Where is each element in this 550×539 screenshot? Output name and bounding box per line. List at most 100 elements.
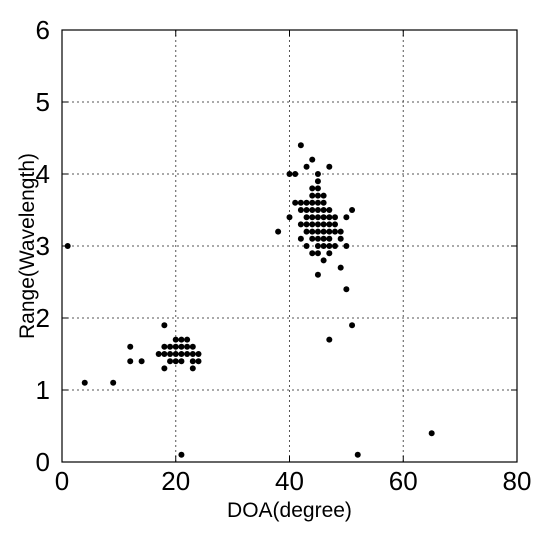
data-point: [320, 243, 327, 249]
data-point: [127, 358, 134, 365]
data-point: [161, 322, 168, 329]
data-point: [303, 221, 310, 228]
tick-labels: 0 20 40 60 80 0 1 2 3 4 5 6: [36, 15, 532, 496]
data-point: [314, 243, 321, 249]
data-point: [326, 336, 333, 343]
data-point: [178, 336, 185, 343]
data-point: [320, 257, 327, 264]
data-point: [326, 207, 333, 213]
data-point: [314, 207, 321, 213]
data-point: [172, 358, 179, 365]
data-point: [275, 228, 282, 235]
data-point: [195, 351, 202, 357]
data-point: [337, 264, 344, 271]
data-point: [161, 365, 168, 372]
data-point: [332, 214, 338, 221]
data-point: [309, 199, 316, 206]
data-point: [326, 163, 333, 170]
data-point: [195, 358, 202, 365]
data-point: [167, 358, 174, 365]
data-point: [297, 207, 304, 213]
y-tick-label: 1: [36, 375, 50, 405]
data-point: [314, 221, 321, 228]
data-point: [297, 199, 304, 206]
data-point: [161, 343, 168, 350]
data-point: [332, 221, 338, 228]
x-tick-label: 20: [161, 466, 190, 496]
data-point: [303, 163, 310, 170]
data-point: [184, 336, 191, 343]
data-point: [309, 250, 316, 257]
x-tick-label: 60: [389, 466, 418, 496]
y-tick-label: 6: [36, 15, 50, 45]
data-point: [320, 192, 327, 199]
data-point: [167, 351, 174, 357]
data-point: [184, 343, 191, 350]
data-point: [297, 221, 304, 228]
data-point: [309, 185, 316, 192]
data-point: [326, 243, 333, 249]
data-point: [172, 343, 179, 350]
data-point: [326, 214, 333, 221]
data-point: [320, 207, 327, 213]
data-point: [337, 235, 344, 242]
data-point: [292, 199, 299, 206]
data-point: [332, 228, 338, 235]
data-point: [297, 142, 304, 149]
data-point: [314, 178, 321, 185]
data-point: [189, 351, 196, 357]
x-axis-title: DOA(degree): [227, 499, 352, 522]
data-point: [337, 228, 344, 235]
y-tick-label: 0: [36, 447, 50, 477]
data-point: [172, 336, 179, 343]
data-point: [81, 379, 88, 386]
data-point: [303, 207, 310, 213]
data-point: [292, 171, 299, 177]
data-point: [314, 199, 321, 206]
data-point: [314, 250, 321, 257]
data-point: [314, 271, 321, 278]
data-point: [309, 192, 316, 199]
data-point: [309, 156, 316, 163]
data-point: [286, 214, 293, 221]
data-point: [326, 250, 333, 257]
y-tick-label: 4: [36, 159, 50, 189]
data-point: [343, 286, 350, 293]
data-point: [314, 192, 321, 199]
data-point: [314, 171, 321, 177]
data-point: [127, 343, 134, 350]
data-points: [64, 142, 435, 458]
data-point: [326, 235, 333, 242]
data-point: [320, 235, 327, 242]
data-point: [326, 221, 333, 228]
data-point: [320, 199, 327, 206]
data-point: [303, 243, 310, 249]
data-point: [309, 228, 316, 235]
data-point: [428, 430, 435, 437]
data-point: [326, 228, 333, 235]
data-point: [172, 351, 179, 357]
data-point: [155, 351, 162, 357]
x-tick-label: 0: [55, 466, 69, 496]
data-point: [354, 451, 361, 458]
data-point: [189, 358, 196, 365]
data-point: [343, 214, 350, 221]
data-point: [309, 214, 316, 221]
data-point: [178, 351, 185, 357]
data-point: [332, 243, 338, 249]
data-point: [309, 235, 316, 242]
data-point: [303, 228, 310, 235]
data-point: [309, 207, 316, 213]
data-point: [161, 351, 168, 357]
data-point: [303, 214, 310, 221]
x-tick-label: 40: [275, 466, 304, 496]
y-tick-label: 5: [36, 87, 50, 117]
data-point: [314, 185, 321, 192]
data-point: [343, 243, 350, 249]
data-point: [320, 228, 327, 235]
data-point: [138, 358, 145, 365]
x-tick-label: 80: [503, 466, 532, 496]
data-point: [320, 221, 327, 228]
data-point: [309, 221, 316, 228]
